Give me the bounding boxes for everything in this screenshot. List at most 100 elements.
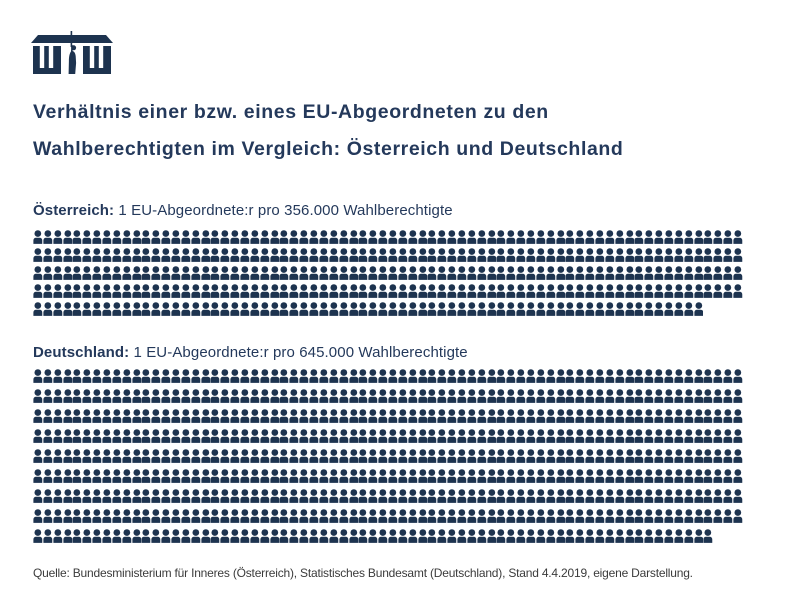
person-icon — [250, 429, 260, 443]
person-icon — [733, 489, 743, 503]
person-icon — [506, 409, 516, 423]
person-icon — [368, 449, 378, 463]
person-icon — [693, 469, 703, 483]
person-icon — [408, 409, 417, 423]
person-icon — [122, 429, 132, 443]
person-icon — [536, 429, 546, 443]
person-icon — [526, 429, 536, 443]
person-icon — [102, 266, 112, 280]
person-icon — [270, 266, 279, 280]
person-icon — [250, 389, 260, 403]
person-icon — [309, 449, 319, 463]
person-icon — [309, 389, 319, 403]
person-icon — [546, 489, 555, 503]
person-icon — [644, 248, 654, 262]
person-icon — [319, 230, 329, 244]
person-icon — [575, 230, 585, 244]
person-icon — [615, 509, 624, 523]
person-icon — [250, 369, 260, 383]
person-icon — [605, 230, 615, 244]
person-icon — [447, 529, 457, 543]
person-icon — [477, 429, 486, 443]
person-icon — [703, 429, 713, 443]
person-icon — [112, 266, 122, 280]
person-icon — [329, 429, 339, 443]
person-icon — [62, 489, 72, 503]
person-icon — [595, 429, 605, 443]
person-icon — [270, 248, 279, 262]
person-icon — [260, 302, 270, 316]
person-icon — [181, 284, 191, 298]
person-icon — [339, 248, 348, 262]
person-icon — [526, 389, 536, 403]
person-icon — [339, 266, 348, 280]
person-icon — [595, 389, 605, 403]
person-icon — [260, 369, 270, 383]
person-icon — [309, 529, 319, 543]
person-icon — [486, 489, 496, 503]
person-icon — [72, 509, 82, 523]
person-icon — [526, 230, 536, 244]
person-icon — [733, 509, 743, 523]
person-icon — [191, 230, 201, 244]
person-icon — [477, 302, 486, 316]
person-icon — [62, 248, 72, 262]
person-icon — [526, 302, 536, 316]
person-icon — [595, 449, 605, 463]
pictogram-row — [33, 509, 745, 523]
person-icon — [477, 489, 486, 503]
person-icon — [684, 529, 693, 543]
person-icon — [53, 266, 62, 280]
person-icon — [457, 230, 467, 244]
person-icon — [270, 449, 279, 463]
person-icon — [230, 529, 240, 543]
person-icon — [72, 369, 82, 383]
person-icon — [201, 389, 210, 403]
person-icon — [270, 284, 279, 298]
person-icon — [240, 302, 250, 316]
person-icon — [575, 248, 585, 262]
person-icon — [141, 230, 151, 244]
person-icon — [62, 509, 72, 523]
person-icon — [122, 302, 132, 316]
person-icon — [210, 509, 220, 523]
person-icon — [220, 409, 230, 423]
person-icon — [575, 469, 585, 483]
person-icon — [457, 284, 467, 298]
person-icon — [408, 449, 417, 463]
person-icon — [506, 284, 516, 298]
person-icon — [585, 248, 595, 262]
person-icon — [181, 409, 191, 423]
person-icon — [703, 266, 713, 280]
person-icon — [339, 389, 348, 403]
person-icon — [565, 529, 575, 543]
pictogram-row — [33, 409, 745, 423]
person-icon — [437, 429, 447, 443]
person-icon — [210, 302, 220, 316]
person-icon — [388, 469, 398, 483]
person-icon — [408, 429, 417, 443]
person-icon — [703, 449, 713, 463]
person-icon — [279, 230, 289, 244]
person-icon — [605, 248, 615, 262]
person-icon — [634, 449, 644, 463]
person-icon — [299, 230, 309, 244]
person-icon — [575, 302, 585, 316]
person-icon — [427, 409, 437, 423]
person-icon — [713, 284, 723, 298]
person-icon — [181, 302, 191, 316]
person-icon — [220, 266, 230, 280]
person-icon — [506, 509, 516, 523]
person-icon — [53, 302, 62, 316]
person-icon — [62, 389, 72, 403]
person-icon — [210, 389, 220, 403]
person-icon — [605, 509, 615, 523]
person-icon — [536, 284, 546, 298]
person-icon — [654, 449, 664, 463]
person-icon — [230, 409, 240, 423]
pictogram-row — [33, 248, 745, 262]
person-icon — [595, 266, 605, 280]
person-icon — [644, 529, 654, 543]
person-icon — [82, 469, 92, 483]
person-icon — [447, 409, 457, 423]
